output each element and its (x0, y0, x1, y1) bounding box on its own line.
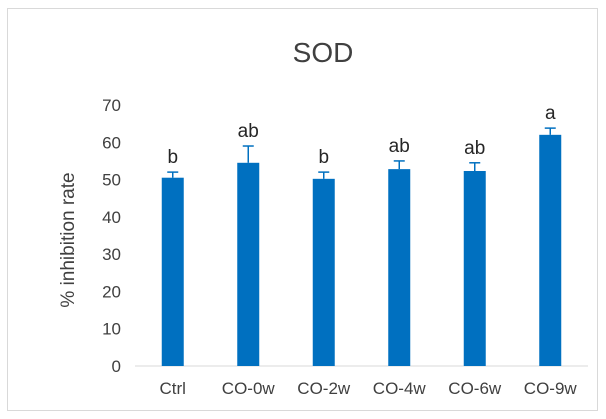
x-tick-label: CO-2w (297, 379, 351, 398)
y-tick-label: 10 (102, 320, 121, 339)
y-tick-label: 0 (112, 357, 121, 376)
significance-label: b (318, 147, 329, 168)
x-tick-label: CO-0w (222, 379, 276, 398)
significance-label: a (545, 103, 556, 124)
y-tick-label: 40 (102, 208, 121, 227)
bar (388, 169, 411, 366)
x-tick-label: CO-4w (373, 379, 427, 398)
x-tick-label: CO-9w (524, 379, 578, 398)
bar (237, 162, 260, 366)
significance-label: ab (238, 121, 259, 142)
bar (161, 177, 184, 366)
bar (312, 178, 335, 366)
x-tick-label: Ctrl (160, 379, 186, 398)
bar (463, 170, 486, 366)
y-tick-label: 50 (102, 171, 121, 190)
significance-label: b (167, 147, 178, 168)
chart-area (7, 8, 598, 411)
significance-label: ab (464, 138, 485, 159)
chart-title: SOD (293, 37, 354, 68)
y-tick-label: 20 (102, 282, 121, 301)
x-tick-label: CO-6w (448, 379, 502, 398)
significance-label: ab (389, 136, 410, 157)
y-tick-label: 60 (102, 133, 121, 152)
plot-area: 0 10 20 30 40 50 60 70 b Ctrl ab CO-0w b CO-2w ab CO-4w… (102, 96, 588, 398)
y-axis-title: % inhibition rate (58, 172, 79, 307)
y-tick-label: 70 (102, 96, 121, 115)
bar (539, 134, 562, 366)
y-tick-label: 30 (102, 245, 121, 264)
